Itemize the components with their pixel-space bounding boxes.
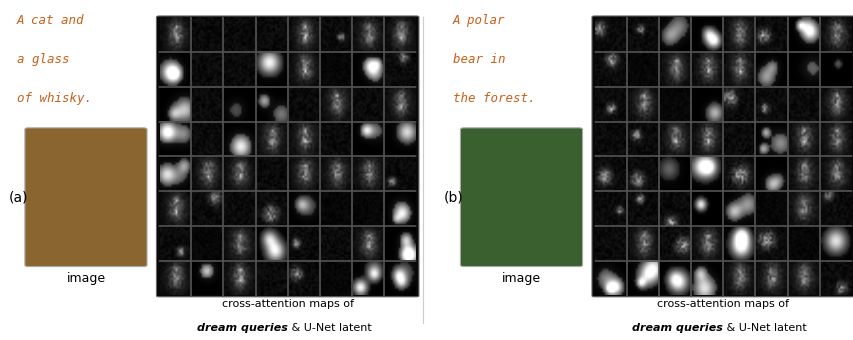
Text: image: image <box>502 272 541 285</box>
FancyBboxPatch shape <box>591 16 853 297</box>
Text: bear in: bear in <box>452 53 504 66</box>
FancyBboxPatch shape <box>460 128 582 267</box>
Text: image: image <box>67 272 106 285</box>
Text: (b): (b) <box>444 190 463 204</box>
Text: a glass: a glass <box>17 53 69 66</box>
Text: of whisky.: of whisky. <box>17 92 92 105</box>
Text: cross-attention maps of: cross-attention maps of <box>657 300 788 309</box>
Text: dream queries: dream queries <box>196 323 287 333</box>
FancyBboxPatch shape <box>25 128 147 267</box>
Text: (a): (a) <box>9 190 28 204</box>
Text: A cat and: A cat and <box>17 14 84 27</box>
Text: the forest.: the forest. <box>452 92 535 105</box>
Text: A polar: A polar <box>452 14 504 27</box>
Text: dream queries: dream queries <box>631 323 722 333</box>
Text: & U-Net latent: & U-Net latent <box>722 323 806 333</box>
Text: cross-attention maps of: cross-attention maps of <box>222 300 353 309</box>
FancyBboxPatch shape <box>156 16 419 297</box>
Text: & U-Net latent: & U-Net latent <box>287 323 371 333</box>
